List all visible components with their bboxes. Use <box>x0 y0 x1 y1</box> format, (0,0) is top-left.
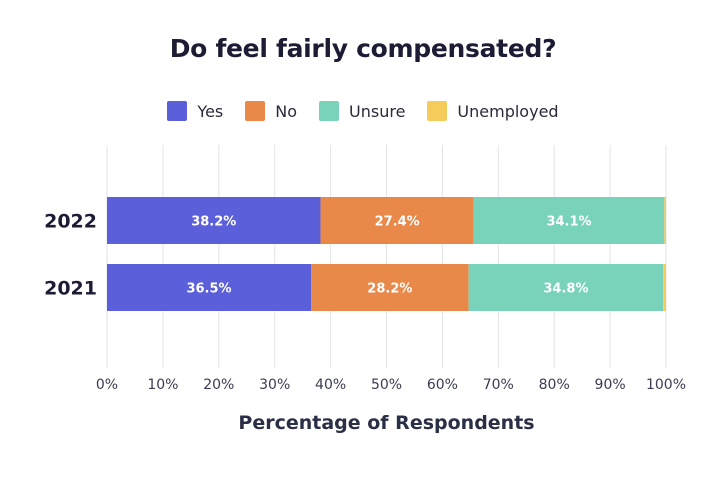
x-tick-label: 10% <box>147 377 178 393</box>
bar-unsure-2022 <box>473 197 665 244</box>
bar-unsure-2021 <box>468 264 664 311</box>
legend: Yes No Unsure Unemployed <box>0 101 726 121</box>
legend-swatch <box>319 101 340 121</box>
legend-label: Yes <box>197 101 224 121</box>
bar-unemployed-2022 <box>664 197 666 244</box>
bar-yes-2021 <box>107 264 312 311</box>
x-tick-label: 70% <box>483 377 514 393</box>
legend-item-unemployed: Unemployed <box>427 101 559 121</box>
y-category-label: 2021 <box>44 278 97 300</box>
x-tick-label: 80% <box>539 377 570 393</box>
data-label: 38.2% <box>191 215 236 230</box>
legend-item-no: No <box>245 101 297 121</box>
data-label: 34.8% <box>543 282 588 297</box>
x-tick-label: 60% <box>427 377 458 393</box>
legend-item-unsure: Unsure <box>319 101 405 121</box>
legend-label: Unsure <box>349 101 406 121</box>
legend-swatch <box>245 101 266 121</box>
x-tick-label: 30% <box>259 377 290 393</box>
x-tick-label: 20% <box>203 377 234 393</box>
data-label: 27.4% <box>375 215 420 230</box>
y-category-label: 2022 <box>44 211 97 233</box>
x-axis-label: Percentage of Respondents <box>238 412 535 434</box>
bar-unemployed-2021 <box>663 264 666 311</box>
x-tick-label: 100% <box>646 377 686 393</box>
legend-swatch <box>167 101 188 121</box>
x-tick-label: 50% <box>371 377 402 393</box>
x-tick-label: 0% <box>96 377 118 393</box>
legend-item-yes: Yes <box>167 101 223 121</box>
data-label: 34.1% <box>546 215 591 230</box>
bar-no-2021 <box>311 264 469 311</box>
legend-label: No <box>275 101 298 121</box>
data-label: 36.5% <box>186 282 231 297</box>
x-tick-label: 90% <box>595 377 626 393</box>
bar-no-2022 <box>320 197 474 244</box>
bar-yes-2022 <box>107 197 321 244</box>
data-label: 28.2% <box>367 282 412 297</box>
legend-swatch <box>427 101 448 121</box>
chart-title: Do feel fairly compensated? <box>169 34 557 63</box>
legend-label: Unemployed <box>457 101 559 121</box>
x-tick-label: 40% <box>315 377 346 393</box>
